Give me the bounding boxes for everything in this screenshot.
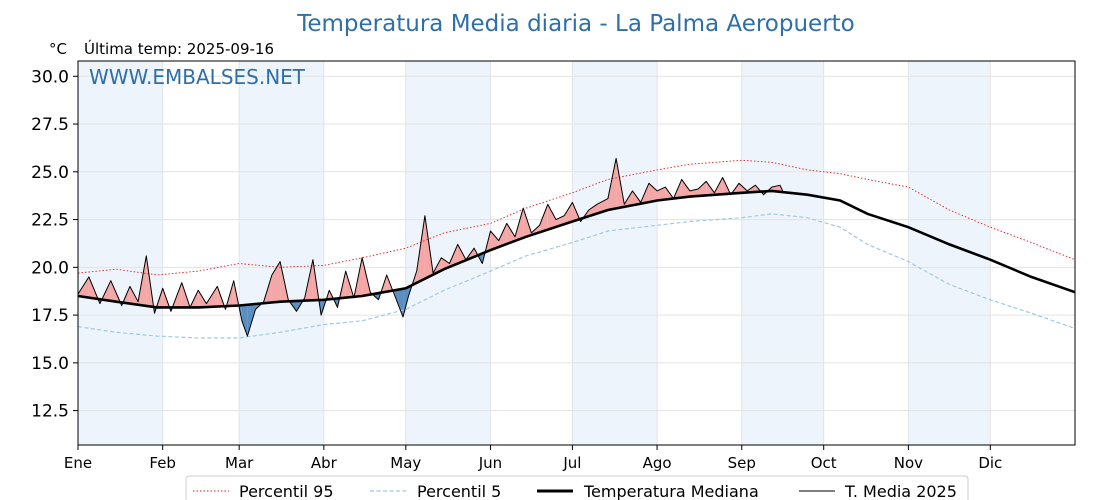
month-band: [78, 61, 163, 445]
y-tick-label: 17.5: [31, 306, 69, 326]
above-median-fill: [498, 223, 507, 248]
above-median-fill: [547, 204, 557, 230]
x-tick-label: Jul: [562, 454, 581, 472]
y-axis-ticks: 12.5 15.0 17.5 20.0 22.5 25.0 27.5 30.0: [31, 67, 78, 422]
x-tick-label: Oct: [811, 454, 837, 472]
x-tick-label: Ago: [643, 454, 672, 472]
chart-title: Temperatura Media diaria - La Palma Aero…: [296, 11, 855, 37]
series-percentil-5: [77, 213, 1076, 339]
x-tick-label: Nov: [894, 454, 923, 472]
y-unit-label: °C: [49, 40, 67, 58]
plot-frame: [77, 60, 1076, 446]
y-tick-label: 25.0: [31, 163, 69, 183]
x-tick-label: May: [390, 454, 421, 472]
above-median-fill: [607, 158, 617, 211]
legend-box: [185, 475, 969, 500]
below-median-fill: [241, 304, 248, 337]
x-tick-label: Sep: [728, 454, 756, 472]
month-band: [741, 61, 824, 445]
y-tick-label: 30.0: [31, 67, 69, 87]
above-median-fill: [698, 181, 707, 197]
x-tick-label: Mar: [225, 454, 254, 472]
y-tick-label: 27.5: [31, 115, 69, 135]
month-bands: [78, 61, 991, 445]
above-median-fill: [539, 204, 548, 233]
above-median-fill: [648, 183, 658, 203]
y-tick-label: 22.5: [31, 211, 69, 231]
y-tick-label: 15.0: [31, 354, 69, 374]
series-t-media-2025: [77, 157, 784, 337]
x-tick-label: Abr: [311, 454, 338, 472]
month-band: [239, 61, 324, 445]
series-temperatura-mediana: [77, 189, 1076, 309]
x-axis-ticks: Ene Feb Mar Abr May Jun Jul Ago Sep Oct Nov Dic: [64, 445, 1002, 472]
watermark: WWW.EMBALSES.NET: [89, 65, 306, 89]
above-median-fill: [564, 202, 573, 225]
series-percentil-95: [77, 159, 1076, 276]
series-lines: [77, 157, 1076, 339]
last-temp-label: Última temp: 2025-09-16: [84, 39, 274, 58]
legend-label-p5: Percentil 5: [417, 482, 501, 500]
legend-label-median: Temperatura Mediana: [583, 482, 759, 500]
above-median-fill: [490, 231, 499, 251]
above-median-fill: [506, 223, 516, 244]
y-tick-label: 20.0: [31, 258, 69, 278]
x-tick-label: Ene: [64, 454, 92, 472]
x-tick-label: Jun: [478, 454, 502, 472]
below-median-fill: [394, 288, 404, 317]
x-tick-label: Dic: [978, 454, 1002, 472]
below-median-fill: [403, 286, 409, 317]
legend: Percentil 95 Percentil 5 Temperatura Med…: [185, 475, 969, 500]
month-band: [572, 61, 658, 445]
y-tick-label: 12.5: [31, 402, 69, 422]
month-band: [405, 61, 491, 445]
month-band: [908, 61, 991, 445]
x-tick-label: Feb: [149, 454, 176, 472]
legend-label-p95: Percentil 95: [239, 482, 334, 500]
legend-label-current: T. Media 2025: [844, 482, 957, 500]
above-median-fill: [681, 179, 690, 198]
